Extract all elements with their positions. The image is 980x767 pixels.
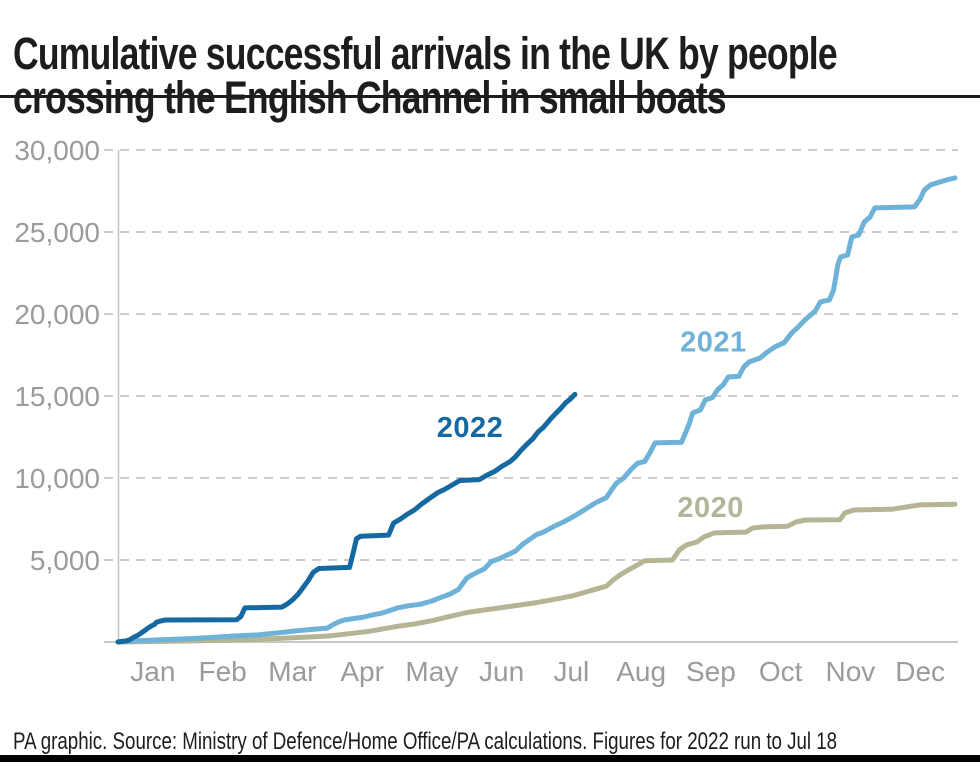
title-divider [0,95,980,98]
x-tick-label: Nov [825,656,875,687]
x-tick-label: Apr [340,656,384,687]
series-label-2020: 2020 [677,492,744,524]
series-line-2020 [115,501,958,645]
x-tick-label: Jul [553,656,589,687]
x-tick-label: Jan [130,656,175,687]
series-label-2022: 2022 [437,412,504,444]
x-tick-label: Sep [686,656,736,687]
x-tick-label: May [405,656,458,687]
source-note: PA graphic. Source: Ministry of Defence/… [13,728,838,755]
series-line-2021 [115,175,958,645]
y-tick-label: 10,000 [14,463,100,494]
x-tick-label: Feb [199,656,247,687]
x-tick-label: Oct [759,656,803,687]
bottom-bar [0,755,980,762]
series-label-2021: 2021 [680,327,747,359]
x-tick-label: Dec [895,656,945,687]
series-line-2022 [115,391,578,645]
y-tick-label: 15,000 [14,381,100,412]
x-tick-label: Mar [268,656,316,687]
x-tick-label: Jun [479,656,524,687]
y-tick-label: 20,000 [14,299,100,330]
y-tick-label: 5,000 [30,545,100,576]
y-tick-label: 25,000 [14,217,100,248]
chart-title-line1: Cumulative successful arrivals in the UK… [13,28,838,80]
x-tick-label: Aug [616,656,666,687]
y-tick-label: 30,000 [14,135,100,166]
